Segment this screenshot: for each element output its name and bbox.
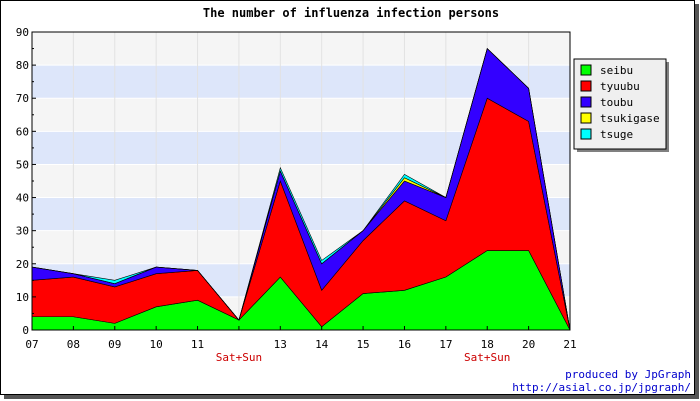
y-tick-label: 10 [16, 291, 29, 304]
x-tick-label: 16 [398, 338, 411, 351]
axes: 0 10 20 30 40 50 60 70 80 90 07 08 09 10 11 13 14 15 16 17 1… [16, 26, 577, 364]
legend: seibu tyuubu toubu tsukigase tsuge [573, 58, 669, 152]
legend-swatch-toubu [580, 96, 592, 108]
series-areas [31, 47, 571, 331]
x-tick-label: 08 [67, 338, 80, 351]
y-tick-label: 0 [22, 324, 29, 337]
x-tick-label: 21 [563, 338, 576, 351]
legend-label-tsuge: tsuge [600, 128, 633, 141]
x-sublabel: Sat+Sun [464, 351, 510, 364]
y-tick-label: 80 [16, 59, 29, 72]
x-tick-label: 10 [150, 338, 163, 351]
y-tick-label: 40 [16, 192, 29, 205]
legend-swatch-tsuge [580, 128, 592, 140]
y-tick-label: 20 [16, 258, 29, 271]
x-tick-label: 20 [522, 338, 535, 351]
x-sublabel: Sat+Sun [216, 351, 262, 364]
footer-url[interactable]: http://asial.co.jp/jpgraph/ [512, 381, 691, 394]
legend-swatch-seibu [580, 64, 592, 76]
footer-credit: produced by JpGraph [565, 368, 691, 381]
chart-title: The number of influenza infection person… [203, 6, 499, 20]
x-tick-label: 17 [439, 338, 452, 351]
x-tick-label: 11 [191, 338, 204, 351]
chart-frame: The number of influenza infection person… [0, 0, 695, 395]
x-tick-label: 13 [274, 338, 287, 351]
x-tick-label: 14 [315, 338, 329, 351]
x-tick-label: 18 [481, 338, 494, 351]
y-tick-label: 70 [16, 92, 29, 105]
x-tick-label: 07 [25, 338, 38, 351]
x-tick-label: 15 [356, 338, 369, 351]
legend-swatch-tsukigase [580, 112, 592, 124]
background-band [32, 32, 570, 66]
legend-label-tsukigase: tsukigase [600, 112, 660, 125]
y-tick-label: 60 [16, 125, 29, 138]
legend-swatch-tyuubu [580, 80, 592, 92]
legend-label-tyuubu: tyuubu [600, 80, 640, 93]
legend-label-toubu: toubu [600, 96, 633, 109]
x-tick-label: 09 [108, 338, 121, 351]
y-tick-label: 90 [16, 26, 29, 39]
y-tick-label: 50 [16, 158, 29, 171]
legend-label-seibu: seibu [600, 64, 633, 77]
y-tick-label: 30 [16, 225, 29, 238]
